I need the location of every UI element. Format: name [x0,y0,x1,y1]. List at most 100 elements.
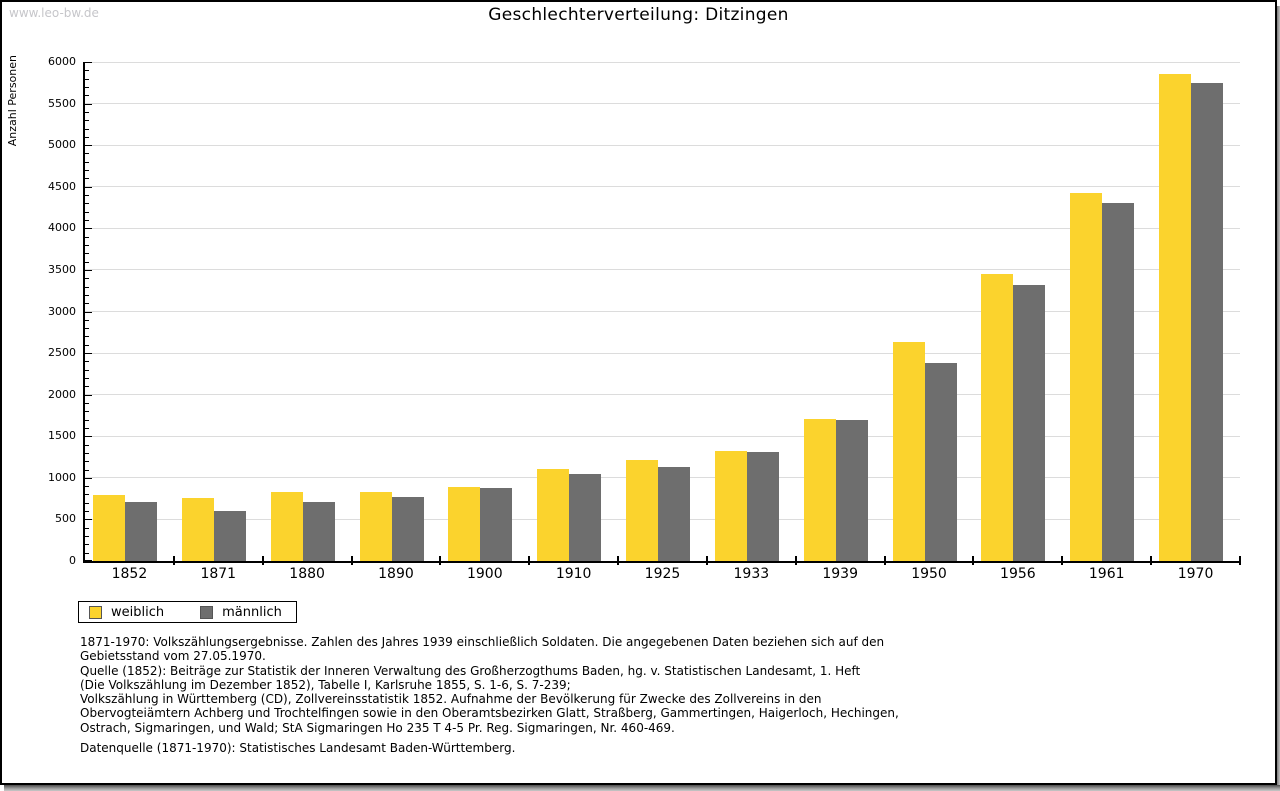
y-axis-minor-tick [85,195,89,197]
gridline [85,227,1240,229]
y-axis-minor-tick [85,486,89,488]
x-axis-label-1925: 1925 [644,566,681,582]
y-axis-minor-tick [85,494,89,496]
legend-label-männlich: männlich [222,604,282,620]
y-axis-minor-tick [85,261,89,263]
y-axis-minor-tick [85,378,89,380]
x-axis-tick [350,556,353,565]
gridline [85,61,1240,63]
x-axis-label-1956: 1956 [1000,566,1036,582]
footer-note-line-3: Quelle (1852): Beiträge zur Statistik de… [80,663,861,678]
bar-weiblich-1880 [270,491,303,561]
frame-shadow-right [1277,6,1280,785]
gridline [85,269,1240,271]
x-axis-label-1852: 1852 [111,566,148,582]
y-axis-minor-tick [85,386,89,388]
x-axis-tick [1239,556,1241,565]
bar-männlich-1950 [924,362,957,561]
x-axis-tick [1150,556,1153,565]
y-axis-tick [85,560,92,561]
legend-label-weiblich: weiblich [111,604,165,620]
bar-männlich-1970 [1191,83,1224,561]
y-axis-tick [85,62,92,63]
y-axis-tick-label: 1500 [48,429,76,443]
x-axis-tick [1061,556,1064,565]
y-axis-minor-tick [85,303,89,305]
y-axis-tick-label: 5500 [48,96,76,110]
y-axis-minor-tick [85,286,89,288]
footer-note-line-6: Obervogteiämtern Achberg und Trochtelfin… [80,706,899,721]
bar-weiblich-1970 [1159,73,1192,561]
y-axis-minor-tick [85,536,89,538]
y-axis-minor-tick [85,153,89,155]
footer-note-line-7: Ostrach, Sigmaringen, und Wald; StA Sigm… [80,720,675,735]
y-axis-minor-tick [85,70,89,72]
bar-weiblich-1939 [803,418,836,561]
y-axis-tick [85,353,92,355]
y-axis-minor-tick [85,469,89,471]
y-axis-minor-tick [85,294,89,296]
y-axis-minor-tick [85,527,89,529]
y-axis-minor-tick [85,220,89,222]
bar-männlich-1852 [125,501,157,561]
x-axis-tick [528,556,531,565]
y-axis-minor-tick [85,203,89,205]
footer-datasource: Datenquelle (1871-1970): Statistisches L… [80,741,516,755]
legend-swatch-weiblich [89,605,102,619]
legend-swatch-männlich [200,605,214,619]
y-axis-minor-tick [85,120,89,122]
bar-männlich-1925 [658,467,691,561]
bar-weiblich-1933 [714,451,747,561]
bar-männlich-1910 [569,473,602,561]
y-axis-tick-label: 3000 [48,304,76,318]
bar-männlich-1961 [1102,202,1135,561]
x-axis-label-1939: 1939 [822,566,858,582]
gridline [85,394,1240,396]
y-axis-minor-tick [85,211,89,213]
gridline [85,352,1240,354]
bar-männlich-1871 [213,511,246,561]
y-axis-tick-label: 0 [69,554,76,567]
bar-männlich-1933 [746,452,779,561]
y-axis-minor-tick [85,178,89,180]
legend-item-männlich: männlich [200,605,282,620]
x-axis-tick-labels: 1852 1871 1880 1890 1900 1910 1925 1933 1939 1950… [85,566,1240,584]
y-axis-tick [85,477,92,479]
x-axis-tick [972,556,975,565]
x-axis-tick [261,556,264,565]
y-axis-minor-tick [85,170,89,172]
footer-note-line-2: Gebietsstand vom 27.05.1970. [80,649,266,664]
y-axis-minor-tick [85,95,89,97]
x-axis-tick [439,556,442,565]
x-axis-tick [705,556,708,565]
y-axis-minor-tick [85,427,89,429]
y-axis-tick [85,269,92,271]
y-axis-minor-tick [85,253,89,255]
y-axis-tick-label: 1000 [48,470,76,484]
gridline [85,144,1240,146]
y-axis-minor-tick [85,278,89,280]
y-axis-tick [85,228,92,230]
y-axis-minor-tick [85,111,89,113]
bar-männlich-1890 [391,496,424,561]
y-axis-tick [85,145,92,147]
plot-area [85,61,1241,565]
bar-weiblich-1871 [181,497,214,561]
y-axis-tick-label: 4000 [48,221,76,235]
y-axis-tick-label: 5000 [48,138,76,152]
bar-männlich-1880 [302,501,335,561]
bar-weiblich-1852 [93,494,125,561]
gridline [85,103,1240,105]
y-axis-minor-tick [85,361,89,363]
y-axis-minor-tick [85,319,89,321]
y-axis-tick-label: 500 [55,512,76,526]
y-axis-minor-tick [85,411,89,413]
footer-notes: 1871-1970: Volkszählungsergebnisse. Zahl… [80,635,899,735]
y-axis-minor-tick [85,328,89,330]
x-axis-label-1890: 1890 [378,566,414,582]
legend-item-weiblich: weiblich [89,605,164,620]
bar-männlich-1900 [480,488,513,561]
y-axis-minor-tick [85,444,89,446]
